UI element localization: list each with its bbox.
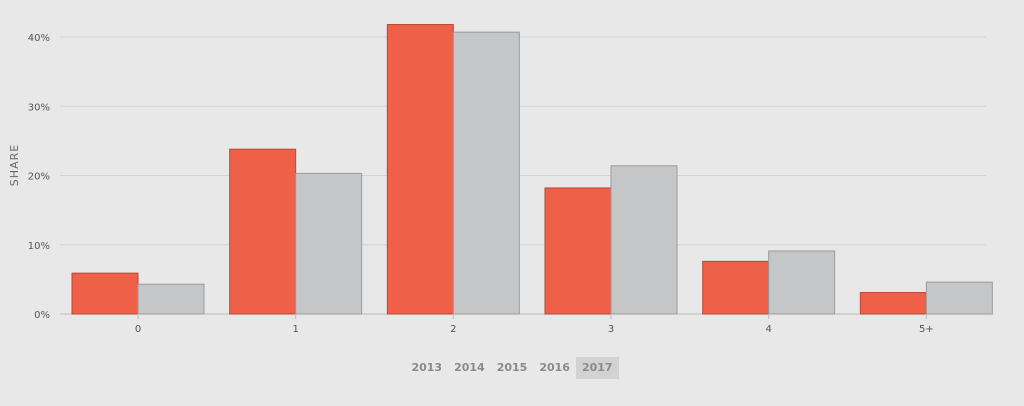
y-tick-label: 30% bbox=[28, 102, 50, 113]
x-tick-label: 2 bbox=[450, 324, 456, 335]
bar[interactable] bbox=[768, 250, 836, 315]
y-axis-label: SHARE bbox=[8, 144, 21, 186]
x-axis-ticks: 0 1 2 3 4 5+ bbox=[135, 314, 934, 335]
year-selector: 2013 2014 2015 2016 2017 bbox=[0, 357, 1024, 379]
x-tick-label: 4 bbox=[765, 324, 771, 335]
bar[interactable] bbox=[702, 260, 770, 315]
bar[interactable] bbox=[71, 272, 139, 315]
x-tick-label: 5+ bbox=[919, 324, 934, 335]
year-button-2017[interactable]: 2017 bbox=[575, 357, 619, 379]
bar[interactable] bbox=[229, 148, 297, 315]
bar[interactable] bbox=[610, 165, 678, 315]
bar[interactable] bbox=[859, 292, 927, 315]
year-button-2013[interactable]: 2013 bbox=[411, 361, 443, 374]
grid-lines bbox=[60, 36, 986, 315]
y-tick-label: 0% bbox=[34, 310, 50, 321]
year-button-2016[interactable]: 2016 bbox=[539, 361, 570, 374]
year-button-2015[interactable]: 2015 bbox=[496, 361, 528, 374]
x-tick-label: 3 bbox=[608, 324, 614, 335]
bar[interactable] bbox=[452, 31, 520, 315]
year-button-2014[interactable]: 2014 bbox=[454, 361, 485, 374]
y-tick-label: 10% bbox=[28, 241, 50, 252]
bar[interactable] bbox=[386, 24, 454, 315]
bar[interactable] bbox=[925, 281, 993, 315]
y-tick-label: 20% bbox=[28, 172, 50, 183]
bar[interactable] bbox=[295, 172, 363, 315]
bar[interactable] bbox=[137, 283, 205, 315]
x-tick-label: 1 bbox=[292, 324, 298, 335]
y-axis-ticks: 0% 10% 20% 30% 40% bbox=[28, 33, 50, 321]
bar[interactable] bbox=[544, 187, 612, 315]
y-tick-label: 40% bbox=[28, 33, 50, 44]
x-tick-label: 0 bbox=[135, 324, 141, 335]
bars bbox=[71, 24, 993, 315]
